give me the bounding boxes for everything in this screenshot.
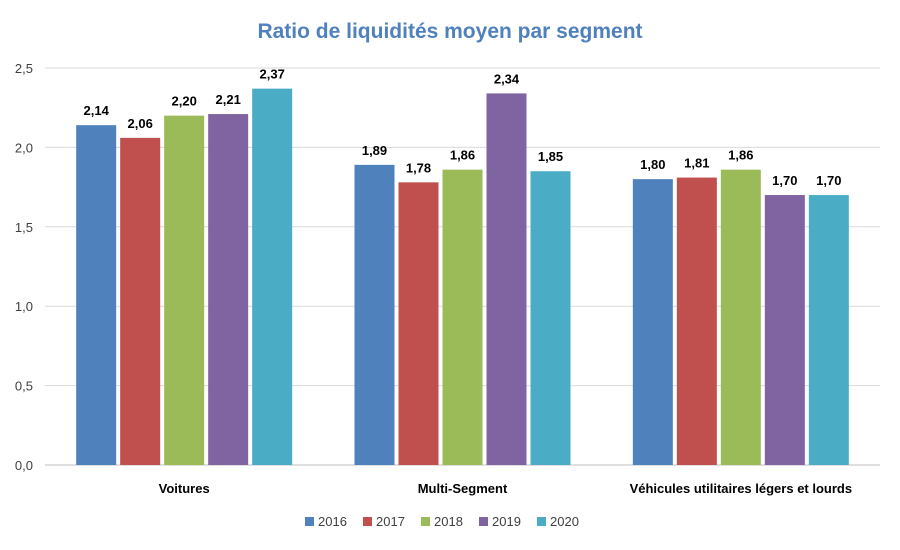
bar-2020-3 — [808, 195, 849, 466]
data-labels: 2,14 2,06 2,20 2,21 2,37 1,89 1,78 1,86 2,34 1,85… — [84, 67, 842, 188]
legend-swatch — [479, 517, 488, 526]
legend-label: 2017 — [376, 514, 405, 529]
bar-2018-1 — [164, 115, 205, 465]
legend-label: 2018 — [434, 514, 463, 529]
y-tick-label: 0,5 — [15, 379, 33, 394]
data-label: 2,21 — [216, 92, 241, 107]
data-label: 2,14 — [84, 103, 110, 118]
legend: 2016 2017 2018 2019 2020 — [305, 514, 579, 529]
chart-title: Ratio de liquidités moyen par segment — [257, 20, 642, 43]
x-axis-categories: Voitures Multi-Segment Véhicules utilitair… — [159, 481, 852, 496]
category-label: Multi-Segment — [418, 481, 508, 496]
data-label: 1,80 — [640, 157, 665, 172]
data-label: 2,06 — [128, 116, 153, 131]
y-axis-ticks: 0,0 0,5 1,0 1,5 2,0 2,5 — [15, 61, 33, 473]
data-label: 2,37 — [260, 67, 285, 82]
data-label: 1,78 — [406, 160, 431, 175]
data-label: 1,81 — [684, 156, 709, 171]
legend-label: 2020 — [550, 514, 579, 529]
y-tick-label: 2,5 — [15, 61, 33, 76]
data-label: 1,85 — [538, 149, 563, 164]
bar-2017-1 — [120, 137, 161, 465]
bar-2019-2 — [486, 93, 527, 466]
y-tick-label: 1,0 — [15, 299, 33, 314]
legend-swatch — [363, 517, 372, 526]
bar-2016-2 — [354, 164, 395, 466]
legend-swatch — [305, 517, 314, 526]
bar-2018-3 — [720, 169, 761, 465]
data-label: 2,34 — [494, 71, 520, 86]
bar-2020-2 — [530, 171, 571, 465]
bars — [76, 88, 849, 466]
legend-swatch — [537, 517, 546, 526]
legend-label: 2016 — [318, 514, 347, 529]
y-tick-label: 1,5 — [15, 220, 33, 235]
bar-2020-1 — [252, 88, 293, 466]
y-tick-label: 2,0 — [15, 140, 33, 155]
category-label: Voitures — [159, 481, 210, 496]
bar-2017-2 — [398, 182, 439, 465]
legend-swatch — [421, 517, 430, 526]
data-label: 1,86 — [450, 148, 475, 163]
data-label: 1,89 — [362, 143, 387, 158]
data-label: 1,86 — [728, 148, 753, 163]
data-label: 2,20 — [172, 94, 197, 109]
legend-label: 2019 — [492, 514, 521, 529]
bar-2017-3 — [676, 177, 717, 465]
data-label: 1,70 — [772, 173, 797, 188]
data-label: 1,70 — [816, 173, 841, 188]
bar-2018-2 — [442, 169, 483, 465]
bar-2019-1 — [208, 114, 249, 465]
bar-2019-3 — [764, 195, 805, 466]
category-label: Véhicules utilitaires légers et lourds — [630, 481, 853, 496]
y-tick-label: 0,0 — [15, 458, 33, 473]
bar-2016-3 — [632, 179, 673, 465]
bar-2016-1 — [76, 125, 117, 465]
